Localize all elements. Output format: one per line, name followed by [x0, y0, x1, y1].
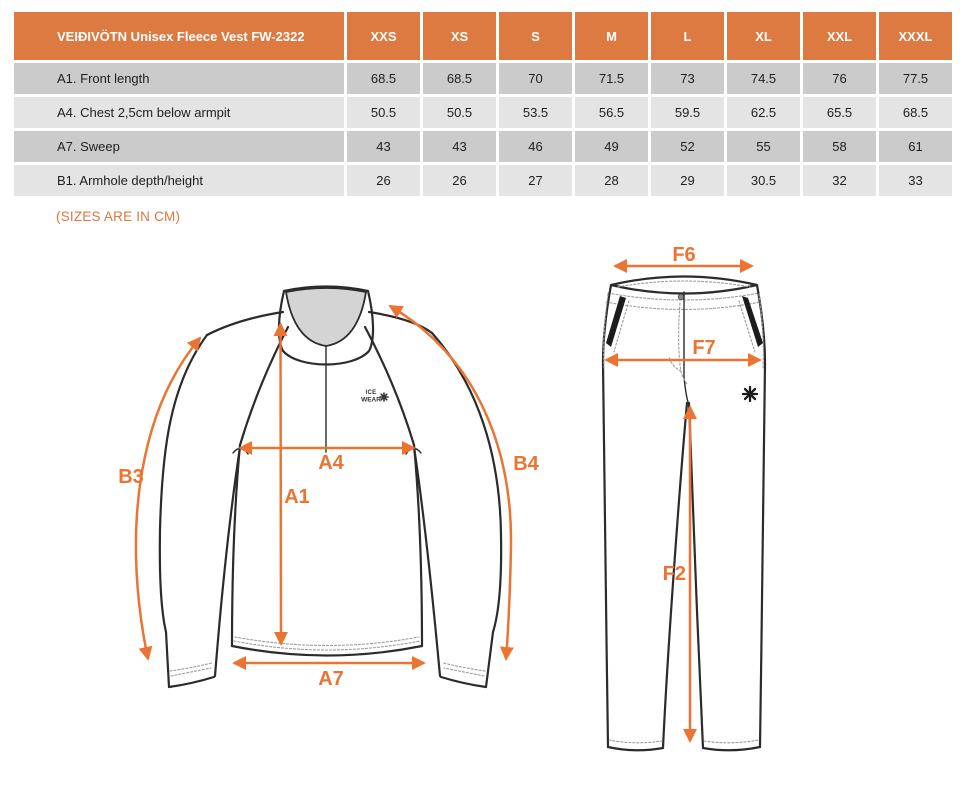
logo-text-ice: ICE	[366, 390, 377, 396]
value-cell: 71.5	[575, 63, 648, 94]
value-cell: 30.5	[727, 165, 800, 196]
measurement-arrows	[134, 304, 514, 670]
row-label-cell: A7. Sweep	[14, 131, 344, 162]
label-b4: B4	[513, 453, 539, 475]
value-cell: 43	[347, 131, 420, 162]
value-cell: 27	[499, 165, 572, 196]
garment-body	[230, 443, 424, 657]
value-cell: 26	[423, 165, 496, 196]
row-label-cell: B1. Armhole depth/height	[14, 165, 344, 196]
value-cell: 74.5	[727, 63, 800, 94]
size-header-cell: XS	[423, 12, 496, 60]
value-cell: 26	[347, 165, 420, 196]
label-f7: F7	[692, 337, 715, 359]
fly	[668, 291, 689, 403]
value-cell: 52	[651, 131, 724, 162]
size-header-cell: S	[499, 12, 572, 60]
row-label-cell: A1. Front length	[14, 63, 344, 94]
label-a1: A1	[284, 486, 310, 508]
icewear-logo: ICE WEAR	[361, 390, 389, 404]
pants-snowflake-icon	[741, 385, 759, 403]
value-cell: 68.5	[879, 97, 952, 128]
value-cell: 32	[803, 165, 876, 196]
sizes-unit-note: (SIZES ARE IN CM)	[56, 209, 181, 224]
value-cell: 68.5	[347, 63, 420, 94]
arrow-b4	[388, 304, 514, 661]
size-header-cell: XL	[727, 12, 800, 60]
value-cell: 73	[651, 63, 724, 94]
garment-diagram: ICE WEAR B3 A4 A1 B4 A7	[118, 285, 540, 690]
label-a4: A4	[318, 452, 344, 474]
table-title: VEIÐIVÖTN Unisex Fleece Vest FW-2322	[14, 12, 344, 60]
pocket-left	[606, 296, 626, 347]
value-cell: 59.5	[651, 97, 724, 128]
waistband	[605, 275, 761, 311]
value-cell: 49	[575, 131, 648, 162]
value-cell: 29	[651, 165, 724, 196]
value-cell: 50.5	[347, 97, 420, 128]
value-cell: 58	[803, 131, 876, 162]
label-f6: F6	[672, 244, 695, 266]
value-cell: 62.5	[727, 97, 800, 128]
pants-measurement-arrows	[604, 259, 762, 743]
waist-button	[677, 293, 685, 301]
value-cell: 77.5	[879, 63, 952, 94]
sleeve-left	[158, 333, 242, 689]
value-cell: 50.5	[423, 97, 496, 128]
pockets	[606, 296, 763, 353]
value-cell: 68.5	[423, 63, 496, 94]
logo-text-wear: WEAR	[361, 397, 381, 404]
value-cell: 65.5	[803, 97, 876, 128]
size-header-cell: XXS	[347, 12, 420, 60]
size-header-cell: XXXL	[879, 12, 952, 60]
label-f2: F2	[663, 563, 686, 585]
value-cell: 53.5	[499, 97, 572, 128]
collar	[277, 285, 375, 453]
value-cell: 56.5	[575, 97, 648, 128]
row-label-cell: A4. Chest 2,5cm below armpit	[14, 97, 344, 128]
value-cell: 70	[499, 63, 572, 94]
sleeve-right	[412, 331, 503, 689]
label-b3: B3	[118, 466, 144, 488]
value-cell: 43	[423, 131, 496, 162]
size-chart-table: VEIÐIVÖTN Unisex Fleece Vest FW-2322 XXS…	[14, 12, 952, 196]
value-cell: 46	[499, 131, 572, 162]
size-header-cell: L	[651, 12, 724, 60]
value-cell: 76	[803, 63, 876, 94]
arrow-b3	[134, 336, 202, 661]
logo-snowflake-icon	[379, 392, 389, 402]
size-header-cell: M	[575, 12, 648, 60]
size-header-cell: XXL	[803, 12, 876, 60]
value-cell: 28	[575, 165, 648, 196]
arrow-a1	[273, 322, 288, 646]
value-cell: 33	[879, 165, 952, 196]
pants-diagram: F6 F7 F2	[601, 244, 767, 752]
value-cell: 61	[879, 131, 952, 162]
pocket-right	[742, 296, 763, 347]
label-a7: A7	[318, 668, 344, 690]
value-cell: 55	[727, 131, 800, 162]
